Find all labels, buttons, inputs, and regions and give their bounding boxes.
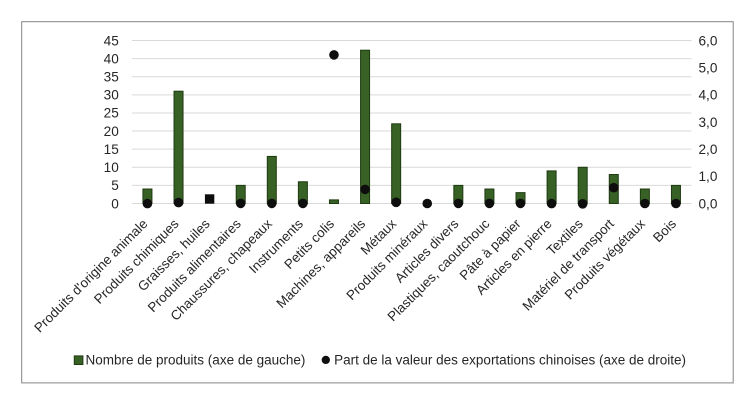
svg-text:40: 40 — [104, 51, 120, 66]
svg-text:2,0: 2,0 — [699, 142, 718, 157]
svg-text:45: 45 — [104, 33, 119, 48]
svg-text:5: 5 — [111, 178, 119, 193]
svg-text:3,0: 3,0 — [699, 115, 718, 130]
svg-text:0,0: 0,0 — [699, 196, 718, 211]
svg-text:5,0: 5,0 — [699, 60, 718, 75]
svg-text:30: 30 — [104, 88, 120, 103]
svg-text:15: 15 — [104, 142, 119, 157]
svg-text:Nombre de produits (axe de gau: Nombre de produits (axe de gauche) — [86, 353, 306, 368]
svg-text:10: 10 — [104, 160, 120, 175]
svg-text:0: 0 — [111, 196, 119, 211]
svg-text:25: 25 — [104, 106, 119, 121]
svg-text:Part de la valeur des exportat: Part de la valeur des exportations chino… — [334, 353, 686, 368]
svg-text:4,0: 4,0 — [699, 88, 718, 103]
svg-text:6,0: 6,0 — [699, 33, 718, 48]
svg-text:1,0: 1,0 — [699, 169, 718, 184]
svg-text:35: 35 — [104, 70, 119, 85]
svg-text:20: 20 — [104, 124, 120, 139]
